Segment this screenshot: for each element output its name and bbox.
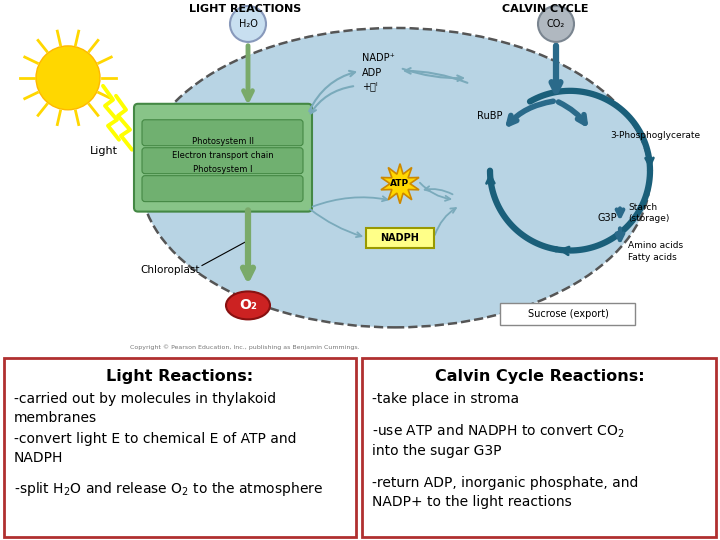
Text: Copyright © Pearson Education, Inc., publishing as Benjamin Cummings.: Copyright © Pearson Education, Inc., pub… bbox=[130, 345, 359, 350]
Text: Sucrose (export): Sucrose (export) bbox=[528, 309, 608, 319]
Text: Photosystem II
Electron transport chain
Photosystem I: Photosystem II Electron transport chain … bbox=[172, 137, 274, 174]
FancyBboxPatch shape bbox=[362, 359, 716, 537]
Text: -carried out by molecules in thylakoid
membranes: -carried out by molecules in thylakoid m… bbox=[14, 392, 276, 424]
Text: NADP⁺: NADP⁺ bbox=[362, 53, 395, 63]
FancyBboxPatch shape bbox=[142, 148, 303, 174]
Circle shape bbox=[36, 46, 100, 110]
Text: Chloroplast: Chloroplast bbox=[140, 266, 199, 275]
FancyBboxPatch shape bbox=[142, 120, 303, 146]
Text: CO₂: CO₂ bbox=[547, 19, 565, 29]
Circle shape bbox=[538, 6, 574, 42]
Text: -use ATP and NADPH to convert CO$_2$
into the sugar G3P: -use ATP and NADPH to convert CO$_2$ int… bbox=[372, 422, 624, 458]
Text: -take place in stroma: -take place in stroma bbox=[372, 392, 519, 406]
Text: 3-Phosphoglycerate: 3-Phosphoglycerate bbox=[610, 131, 700, 140]
FancyBboxPatch shape bbox=[500, 303, 635, 326]
Text: Fatty acids: Fatty acids bbox=[628, 253, 677, 262]
Text: ADP: ADP bbox=[362, 68, 382, 78]
FancyBboxPatch shape bbox=[134, 104, 312, 212]
FancyBboxPatch shape bbox=[366, 227, 434, 247]
Circle shape bbox=[230, 6, 266, 42]
Ellipse shape bbox=[226, 292, 270, 319]
Text: Amino acids: Amino acids bbox=[628, 241, 683, 250]
Text: -return ADP, inorganic phosphate, and
NADP+ to the light reactions: -return ADP, inorganic phosphate, and NA… bbox=[372, 476, 639, 509]
Text: H₂O: H₂O bbox=[238, 19, 258, 29]
Ellipse shape bbox=[140, 28, 650, 327]
Text: Light: Light bbox=[90, 146, 118, 156]
Text: O₂: O₂ bbox=[239, 299, 257, 313]
Text: RuBP: RuBP bbox=[477, 111, 503, 121]
Text: ATP: ATP bbox=[390, 179, 410, 188]
Text: LIGHT REACTIONS: LIGHT REACTIONS bbox=[189, 4, 301, 14]
FancyBboxPatch shape bbox=[142, 176, 303, 201]
Text: Light Reactions:: Light Reactions: bbox=[107, 369, 253, 384]
Text: Starch
(storage): Starch (storage) bbox=[628, 202, 670, 222]
Text: NADPH: NADPH bbox=[381, 233, 420, 242]
Text: -convert light E to chemical E of ATP and
NADPH: -convert light E to chemical E of ATP an… bbox=[14, 432, 297, 464]
Text: +Ⓟᴵ: +Ⓟᴵ bbox=[362, 81, 377, 91]
Text: G3P: G3P bbox=[598, 213, 618, 222]
FancyBboxPatch shape bbox=[4, 359, 356, 537]
Text: CALVIN CYCLE: CALVIN CYCLE bbox=[502, 4, 588, 14]
Text: Calvin Cycle Reactions:: Calvin Cycle Reactions: bbox=[435, 369, 645, 384]
Text: -split H$_2$O and release O$_2$ to the atmosphere: -split H$_2$O and release O$_2$ to the a… bbox=[14, 480, 323, 498]
Polygon shape bbox=[381, 164, 419, 204]
